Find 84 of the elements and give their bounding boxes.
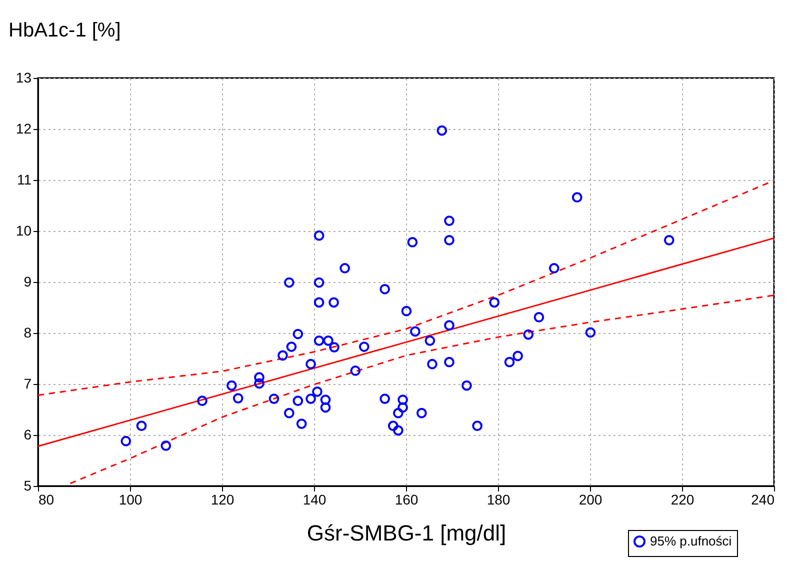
legend-label: 95% p.ufności — [650, 534, 732, 548]
x-tick-label: 140 — [302, 492, 326, 508]
point — [328, 297, 339, 308]
point — [320, 402, 331, 413]
x-tick-label: 200 — [578, 492, 602, 508]
point — [444, 320, 454, 331]
point — [314, 335, 324, 346]
point — [350, 366, 361, 376]
point — [254, 378, 264, 389]
point — [398, 394, 408, 405]
point — [548, 263, 560, 274]
point — [314, 277, 324, 288]
point — [286, 342, 297, 352]
point — [436, 125, 448, 136]
point — [388, 420, 398, 431]
point — [504, 356, 515, 368]
y-tick-label: 5 — [24, 478, 32, 494]
point — [160, 440, 172, 451]
point — [314, 230, 324, 241]
x-tick-label: 160 — [394, 492, 418, 508]
point — [534, 312, 544, 322]
y-tick-label: 9 — [24, 274, 32, 290]
point — [398, 402, 408, 413]
x-axis-title: Gśr-SMBG-1 [mg/dl] — [306, 520, 506, 546]
point — [410, 326, 420, 337]
x-tick-label: 240 — [751, 492, 775, 508]
point — [358, 342, 370, 352]
point — [416, 408, 427, 418]
y-tick-label: 10 — [16, 222, 32, 238]
y-tick-label: 7 — [24, 376, 32, 392]
point — [284, 277, 294, 288]
point — [284, 408, 294, 418]
point — [197, 396, 208, 406]
point — [664, 235, 674, 246]
point — [296, 418, 307, 429]
point — [306, 394, 316, 404]
point — [314, 297, 324, 308]
line-series — [37, 180, 775, 396]
point — [120, 436, 132, 446]
y-tick-label: 6 — [24, 426, 32, 442]
point — [424, 335, 436, 346]
line-series — [37, 237, 775, 447]
point — [226, 380, 237, 391]
point — [268, 394, 280, 404]
point — [585, 327, 596, 338]
point — [444, 356, 454, 368]
point — [329, 342, 340, 352]
point — [512, 350, 523, 362]
point — [136, 420, 147, 431]
point — [323, 335, 334, 346]
x-tick-label: 180 — [486, 492, 510, 508]
x-tick-label: 100 — [118, 492, 142, 508]
point — [407, 237, 418, 248]
y-tick-label: 8 — [24, 324, 32, 340]
point — [292, 396, 304, 406]
point — [278, 350, 288, 361]
y-tick-label: 12 — [16, 120, 32, 136]
point — [572, 192, 582, 203]
point — [472, 420, 482, 431]
point — [444, 216, 454, 226]
y-tick-label: 13 — [16, 70, 32, 86]
point — [340, 263, 350, 274]
x-tick-label: 80 — [38, 492, 54, 508]
point — [312, 386, 322, 397]
point — [320, 394, 331, 405]
point — [489, 297, 500, 308]
point — [292, 328, 304, 340]
x-tick-label: 120 — [210, 492, 234, 508]
point — [380, 394, 390, 404]
point — [232, 393, 244, 404]
point — [444, 235, 454, 246]
y-axis-title: HbA1c-1 [%] — [8, 20, 121, 42]
point — [392, 408, 404, 418]
point — [392, 425, 404, 436]
point — [462, 380, 472, 391]
x-tick-label: 220 — [670, 492, 694, 508]
point — [523, 329, 534, 340]
point — [427, 358, 438, 370]
point — [306, 358, 316, 370]
point — [401, 306, 412, 316]
line-series — [69, 294, 775, 484]
point — [380, 284, 390, 294]
y-tick-label: 11 — [16, 172, 32, 188]
point — [254, 372, 264, 383]
